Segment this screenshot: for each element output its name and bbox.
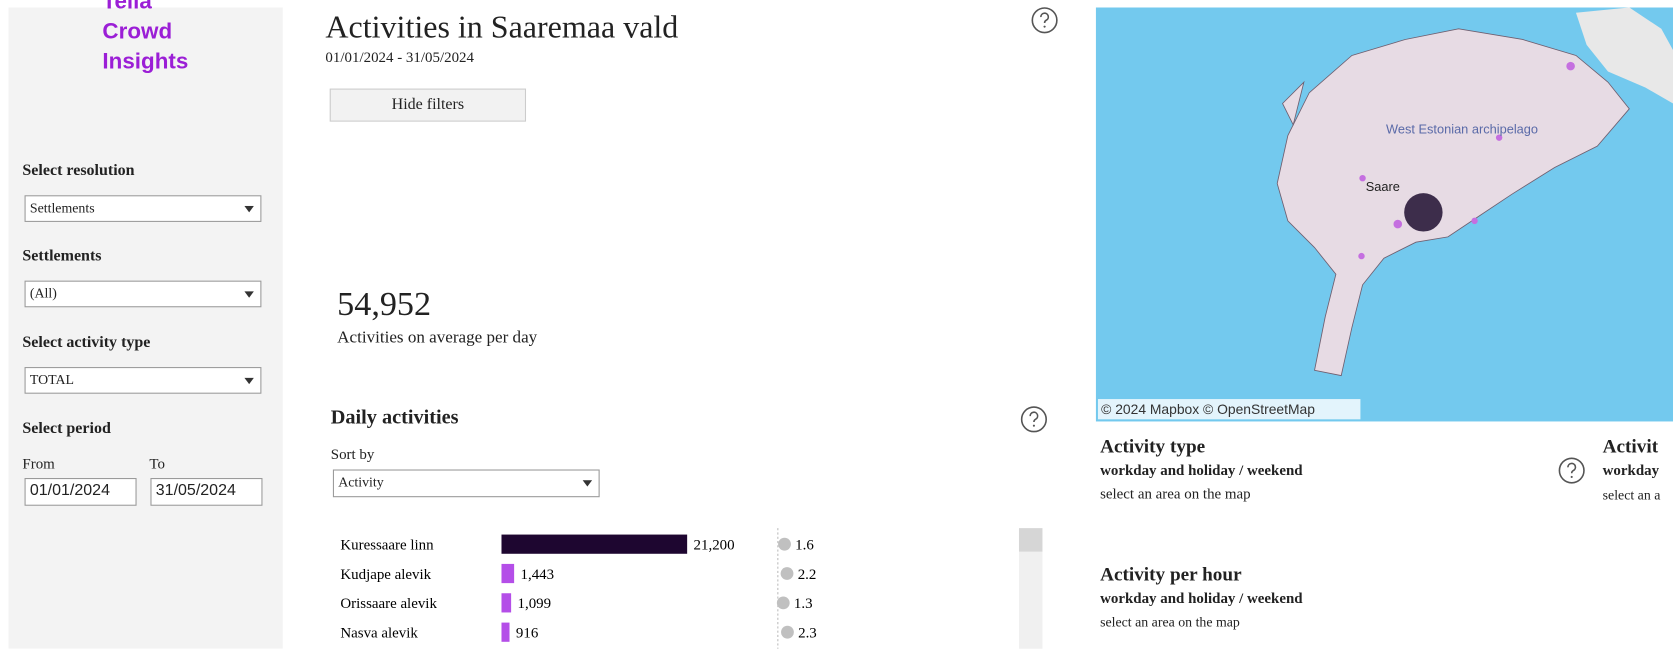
points [1358,61,1575,260]
dropdown-value: (All) [29,284,57,301]
activity-label: 21,200 [694,538,735,554]
sort-dropdown[interactable]: Activity [332,469,600,498]
activity-label: 916 [516,626,539,642]
filter-label: Select activity type [22,333,151,352]
capita-label: 1.6 [795,538,814,554]
map-label: West Estonian archipelago [1386,121,1538,136]
logo: Telia Crowd Insights [102,0,188,77]
arrow [582,480,593,487]
from-label: From [22,456,55,473]
daily-chart: Kuressaare linn 21,200 1.6 Kudjape alevik 1,… [340,528,1043,649]
panel-title: Activity per hour [1100,563,1242,585]
island [1282,80,1305,127]
capita-label: 1.3 [794,596,813,612]
logo-line: Telia [102,0,152,14]
map-label: Saare [1366,179,1400,194]
capita-dot [776,596,790,610]
row-name: Orissaare alevik [340,596,437,612]
activity-bar [501,563,515,584]
scroll-thumb[interactable] [1018,528,1043,552]
filter-label: Select resolution [22,162,135,180]
row-name: Kudjape alevik [340,567,431,583]
section-title: Daily activities [330,406,459,429]
arrow [244,377,254,385]
panel-subtitle: workday and holiday / weekend [1100,591,1303,608]
dropdown-value: TOTAL [29,371,74,388]
panel-hint: select an area on the map [1100,613,1240,630]
dropdown-value: Settlements [29,199,95,216]
activity-label: 1,443 [521,567,555,583]
capita-dot [780,567,794,580]
arrow [244,291,254,298]
scrollbar[interactable] [1018,528,1043,649]
arrow [244,205,254,213]
panel-title: Activity type [1100,435,1206,457]
selected-point[interactable] [1404,193,1443,232]
help-icon[interactable] [1020,405,1048,433]
kpi-label: Activities on average per day [337,328,538,347]
help-icon[interactable] [1031,6,1059,34]
land [1575,7,1673,104]
panel-hint: select an a [1602,486,1661,503]
dropdown[interactable]: (All) [24,280,262,308]
activity-bar [501,534,688,554]
activity-label: 1,099 [518,596,552,612]
activity-bar [501,622,510,642]
panel-hint: select an area on the map [1100,486,1251,503]
panel-subtitle: workday [1602,463,1660,480]
sort-label: Sort by [330,447,375,464]
period-label: Select period [22,420,111,438]
dropdown[interactable]: TOTAL [24,367,262,394]
attribution: © 2024 Mapbox © OpenStreetMap [1101,401,1315,417]
kpi-value: 54,952 [337,283,432,323]
map[interactable]: West Estonian archipelago Saare © 2024 M… [1095,7,1673,422]
panel-subtitle: workday and holiday / weekend [1100,463,1303,480]
logo-line: Insights [102,49,189,74]
page-title: Activities in Saaremaa vald [325,9,679,45]
help-icon[interactable] [1558,457,1586,485]
dropdown-value: Activity [338,473,384,490]
capita-label: 2.2 [798,567,817,583]
row-name: Kuressaare linn [340,538,434,554]
filter-label: Settlements [22,247,102,265]
panel-title: Activit [1602,435,1659,457]
sidebar [8,7,283,649]
row-name: Nasva alevik [340,626,418,642]
island [1276,28,1630,377]
capita-dot [778,537,791,551]
to-label: To [149,456,165,473]
capita-dot [781,625,794,639]
hide-filters-button[interactable]: Hide filters [329,88,527,122]
attribution-bg [1097,399,1361,420]
date-input[interactable]: 01/01/2024 [24,478,137,506]
date-input[interactable]: 31/05/2024 [150,478,263,506]
dropdown[interactable]: Settlements [24,195,262,222]
capita-label: 2.3 [798,626,817,642]
logo-line: Crowd [102,19,173,44]
date-range: 01/01/2024 - 31/05/2024 [325,50,474,67]
activity-bar [501,593,512,613]
